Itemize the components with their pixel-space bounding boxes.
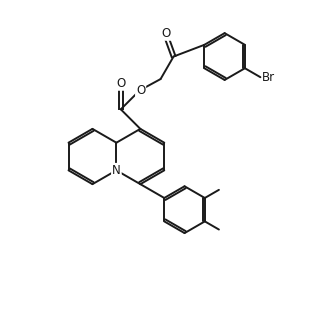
- Text: O: O: [136, 84, 145, 97]
- Text: N: N: [112, 164, 121, 177]
- Text: O: O: [116, 77, 125, 90]
- Text: Br: Br: [262, 71, 275, 84]
- Text: O: O: [162, 27, 171, 40]
